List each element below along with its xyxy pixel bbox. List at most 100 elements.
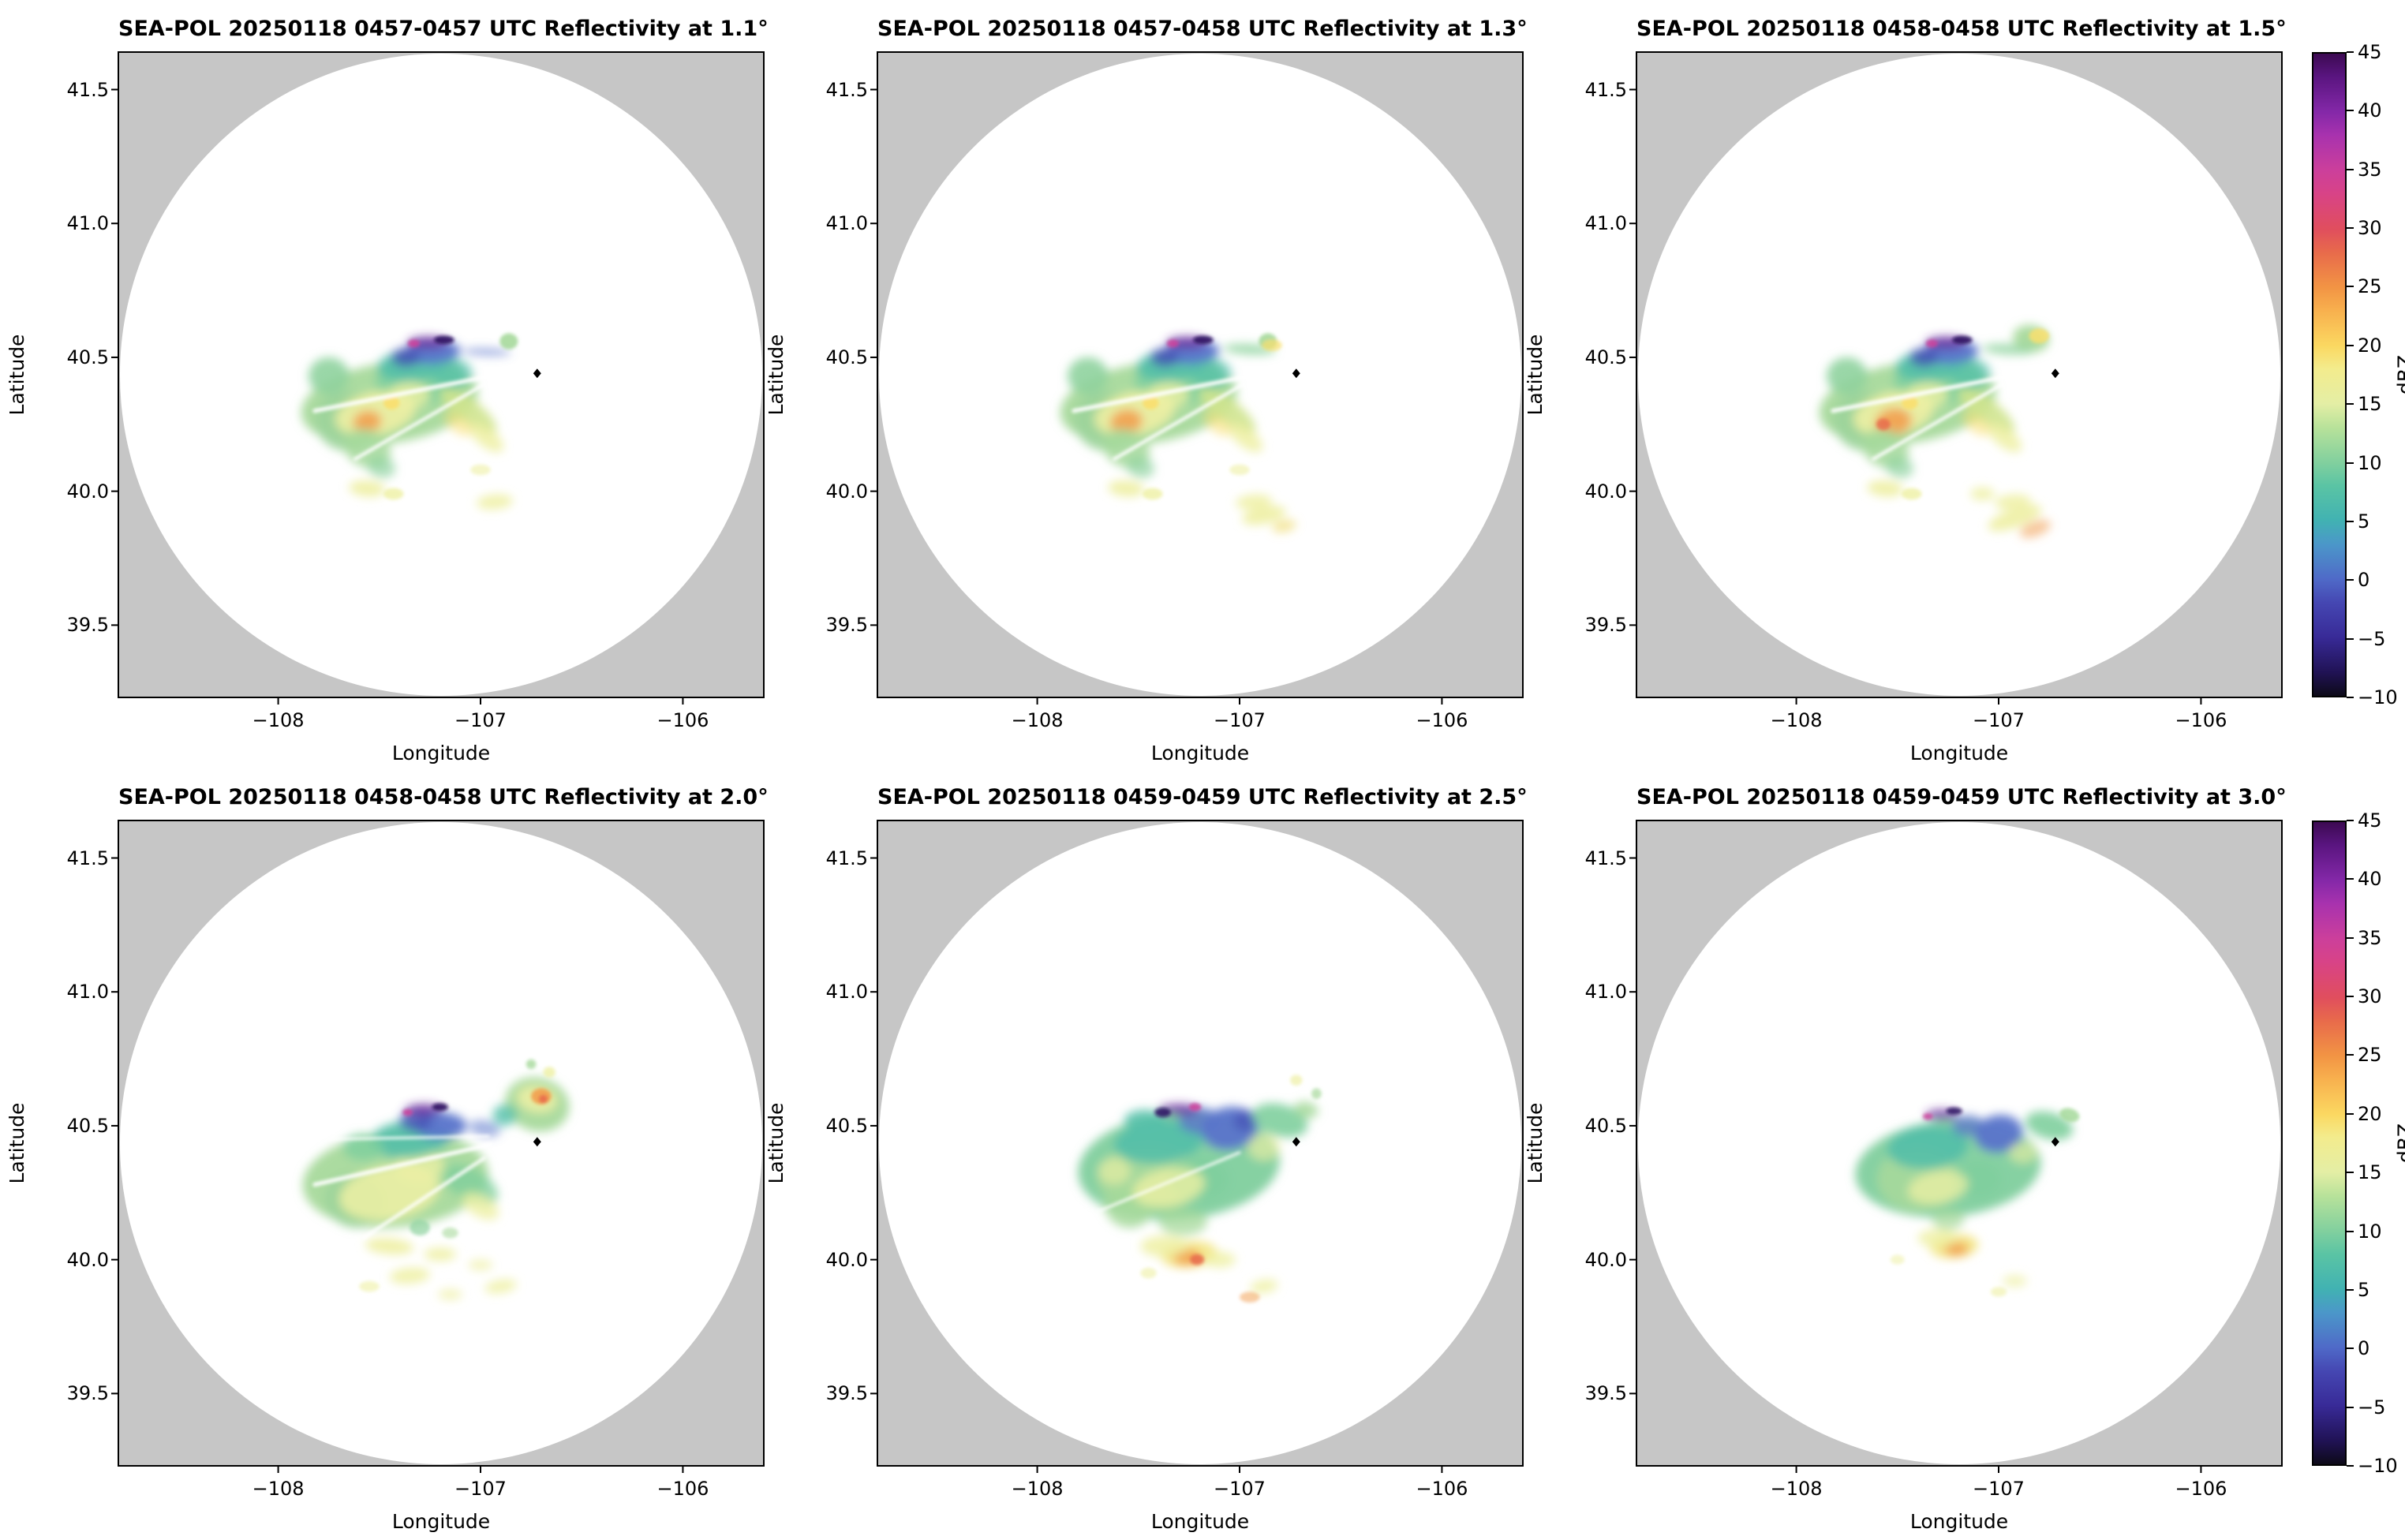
panel-title: SEA-POL 20250118 0459-0459 UTC Reflectiv… — [1636, 785, 2287, 809]
radar-ppi-plot — [1629, 51, 2283, 705]
panel-title: SEA-POL 20250118 0458-0458 UTC Reflectiv… — [118, 785, 769, 809]
colorbar-tick-label: 25 — [2358, 275, 2382, 298]
x-axis-label: Longitude — [1909, 742, 2009, 764]
echo-blob — [402, 1108, 413, 1116]
x-axis-label: Longitude — [1150, 1510, 1250, 1533]
y-tick-label: 39.5 — [66, 614, 109, 637]
echo-blob — [462, 348, 511, 356]
y-tick-label: 40.0 — [66, 480, 109, 503]
echo-blob — [432, 1103, 448, 1112]
echo-blob — [365, 1238, 414, 1255]
echo-blob — [1988, 505, 2042, 532]
y-tick-label: 40.5 — [1584, 1114, 1627, 1137]
echo-blob — [444, 412, 473, 436]
echo-blob — [1142, 488, 1163, 500]
echo-blob — [1951, 1115, 1985, 1137]
radial-clear-gap — [1831, 374, 2011, 413]
x-axis-label: Longitude — [391, 1510, 491, 1533]
echo-blob — [1982, 343, 2036, 355]
echo-blob — [1166, 339, 1180, 348]
y-tick-label: 41.5 — [66, 78, 109, 101]
echo-blob — [1247, 1134, 1281, 1161]
x-tick-label: −106 — [1416, 709, 1468, 731]
echo-blob — [2029, 328, 2050, 344]
echo-blob — [433, 335, 454, 345]
echo-blob — [2019, 519, 2051, 538]
x-tick-label: −108 — [1770, 1478, 1823, 1500]
colorbar-tick-mark — [2347, 344, 2354, 346]
colorbar-tick-label: 30 — [2358, 217, 2382, 240]
x-tick-label: −108 — [252, 1478, 305, 1500]
echo-blob — [391, 348, 421, 367]
echo-blob — [1229, 423, 1263, 453]
plot-frame — [118, 51, 765, 698]
echo-blob — [1188, 1103, 1202, 1112]
echo-blob — [468, 1119, 501, 1137]
y-axis-label: Latitude — [1524, 1102, 1547, 1184]
colorbar-tick-label: 40 — [2358, 868, 2382, 891]
plot-frame — [877, 51, 1524, 698]
y-tick-label: 41.0 — [825, 981, 868, 1004]
echo-blob — [1239, 1291, 1260, 1303]
y-tick-label: 41.5 — [1584, 847, 1627, 869]
y-tick-label: 40.5 — [825, 346, 868, 368]
echo-blob — [2003, 1275, 2027, 1288]
echo-blob — [1988, 423, 2022, 453]
colorbar-tick-label: 0 — [2358, 569, 2370, 592]
echo-blob — [1908, 1170, 1969, 1205]
echo-blob — [1922, 1112, 1933, 1120]
colorbar-tick-mark — [2347, 1288, 2354, 1291]
y-tick-label: 41.5 — [1584, 78, 1627, 101]
echo-blob — [439, 387, 497, 435]
y-tick-label: 41.0 — [66, 981, 109, 1004]
colorbar-tick-mark — [2347, 1112, 2354, 1115]
colorbar-tick-mark — [2347, 936, 2354, 939]
radar-ppi-plot — [111, 820, 765, 1473]
x-tick-label: −107 — [1214, 709, 1266, 731]
echo-blob — [1925, 339, 1939, 348]
echo-blob — [1958, 387, 2015, 435]
echo-blob — [349, 480, 386, 497]
colorbar-tick-mark — [2347, 286, 2354, 288]
x-axis-label: Longitude — [391, 742, 491, 764]
echo-blob — [1974, 1115, 2023, 1153]
echo-blob — [2008, 1142, 2037, 1164]
echo-blob — [1290, 1075, 1303, 1086]
colorbar-tick-label: −10 — [2358, 1455, 2398, 1477]
colorbar-tick-mark — [2347, 878, 2354, 880]
radial-clear-gap — [1097, 1151, 1241, 1213]
y-tick-label: 41.0 — [66, 212, 109, 235]
echo-blob — [1108, 480, 1145, 497]
radar-location-marker — [1292, 368, 1300, 379]
radar-ppi-plot — [111, 51, 765, 705]
y-tick-label: 39.5 — [1584, 1382, 1627, 1405]
echo-blob — [1124, 1109, 1165, 1131]
colorbar-axis-label: dBZ — [2393, 1123, 2405, 1164]
echo-blob — [1262, 339, 1282, 352]
y-axis-label: Latitude — [6, 1102, 28, 1184]
y-axis-label: Latitude — [1524, 334, 1547, 416]
y-tick-label: 40.0 — [825, 1248, 868, 1271]
y-tick-label: 40.5 — [825, 1114, 868, 1137]
x-tick-label: −108 — [1011, 1478, 1064, 1500]
echo-blob — [1946, 1107, 1962, 1116]
echo-blob — [1901, 488, 1922, 500]
colorbar-tick-mark — [2347, 579, 2354, 581]
y-tick-label: 40.0 — [825, 480, 868, 503]
colorbar-tick-label: −5 — [2358, 627, 2386, 650]
echo-blob — [1233, 1109, 1259, 1131]
echo-blob — [1154, 1107, 1171, 1118]
x-tick-label: −108 — [252, 709, 305, 731]
echo-blob — [1140, 1235, 1189, 1258]
colorbar-tick-label: 45 — [2358, 41, 2382, 63]
colorbar-tick-label: 0 — [2358, 1337, 2370, 1360]
colorbar-reflectivity — [2312, 820, 2347, 1466]
colorbar-tick-mark — [2347, 51, 2354, 53]
y-tick-label: 39.5 — [66, 1382, 109, 1405]
echo-blob — [1098, 1157, 1131, 1185]
echo-blob — [1962, 412, 1991, 436]
x-tick-label: −107 — [454, 709, 507, 731]
x-tick-label: −108 — [1770, 709, 1823, 731]
y-axis-label: Latitude — [765, 1102, 787, 1184]
colorbar-tick-mark — [2347, 1348, 2354, 1350]
